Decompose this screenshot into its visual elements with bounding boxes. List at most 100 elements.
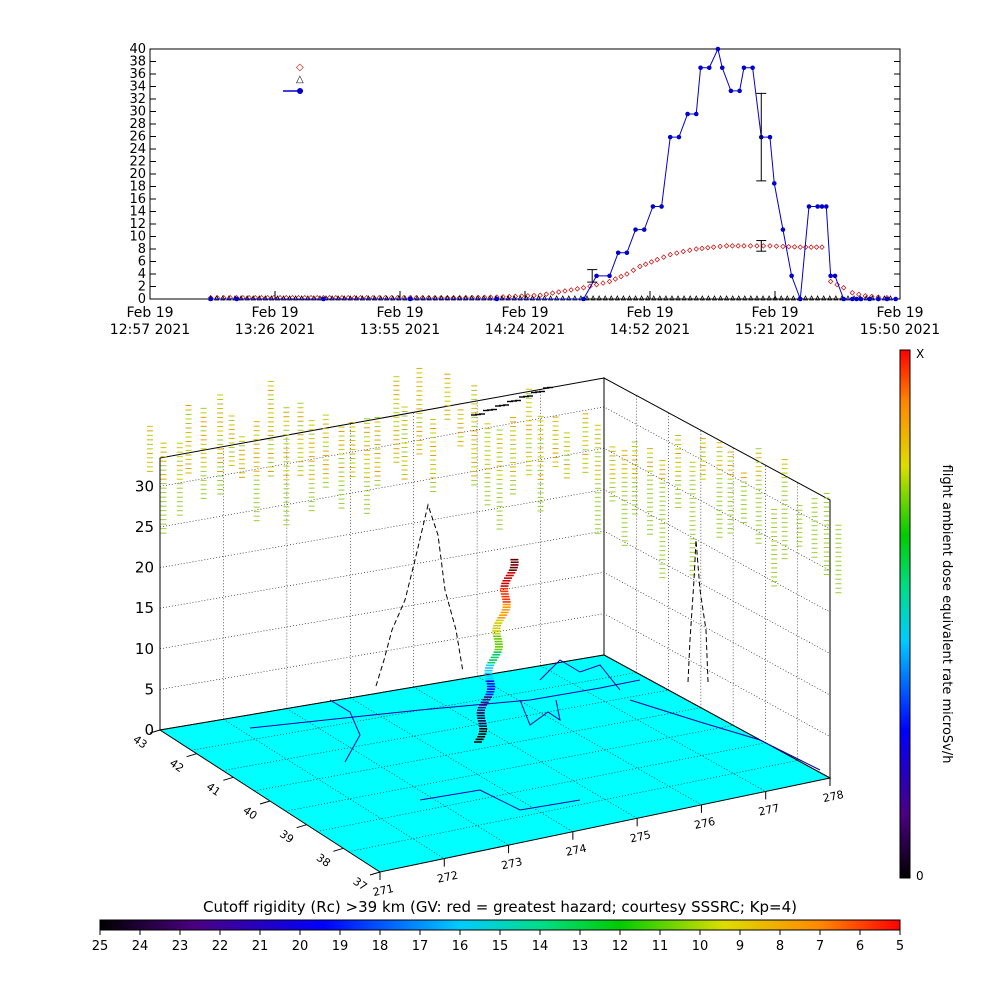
data-point	[876, 296, 881, 302]
longitude-tick-label: 274	[565, 842, 588, 859]
data-point	[767, 243, 773, 249]
legend: ◇ △	[283, 62, 304, 94]
data-point	[256, 295, 262, 301]
data-point	[280, 295, 287, 301]
altitude-tick-label: 10	[135, 640, 154, 658]
ground-gridline	[413, 686, 638, 819]
data-point	[814, 295, 821, 301]
dose-colorbar: X 0 flight ambient dose equivalent rate …	[899, 347, 954, 883]
data-point	[693, 111, 699, 117]
longitude-tick-label: 271	[372, 882, 395, 899]
data-point	[674, 250, 680, 256]
data-point	[698, 65, 703, 71]
data-point	[687, 247, 693, 253]
latitude-tick-mark	[223, 776, 234, 781]
altitude-ticks: 0 5 10 15 20 25 30	[135, 477, 154, 739]
data-point	[377, 295, 384, 301]
data-point	[321, 296, 326, 302]
data-point	[572, 295, 578, 301]
y-tick-label: 8	[138, 242, 146, 257]
data-point	[784, 295, 790, 301]
data-point	[845, 295, 851, 301]
data-point	[863, 295, 869, 301]
latitude-tick-label: 42	[167, 756, 186, 775]
data-point	[856, 291, 862, 298]
data-point	[828, 273, 833, 279]
data-point	[730, 295, 736, 301]
rigidity-tick-label: 8	[776, 939, 784, 954]
data-point	[833, 295, 839, 301]
data-point	[341, 295, 347, 301]
x-tick-label: 15:50 2021	[860, 322, 940, 338]
data-point	[676, 134, 682, 140]
data-point	[584, 295, 590, 301]
rigidity-tick-label: 18	[372, 939, 389, 954]
data-point	[884, 296, 890, 302]
data-point	[667, 251, 673, 258]
data-point	[462, 295, 469, 301]
data-point	[494, 296, 500, 302]
x-tick-label: 15:21 2021	[735, 322, 815, 338]
data-point	[693, 246, 699, 252]
y-tick-label: 20	[129, 167, 146, 182]
rigidity-colorbar-label: Cutoff rigidity (Rc) >39 km (GV: red = g…	[203, 898, 797, 916]
data-point	[277, 295, 283, 301]
latitude-tick-label: 40	[241, 804, 260, 823]
data-point	[581, 296, 586, 302]
altitude-tick-label: 15	[135, 599, 154, 617]
data-point	[365, 295, 372, 301]
data-point	[786, 244, 792, 250]
data-point	[840, 285, 847, 291]
dose-colorbar-label: flight ambient dose equivalent rate micr…	[939, 465, 954, 764]
data-point	[283, 295, 289, 301]
data-point	[806, 204, 812, 209]
data-point	[728, 88, 734, 94]
longitude-tick-label: 273	[500, 855, 523, 872]
data-point	[850, 296, 855, 302]
data-point	[780, 227, 786, 232]
data-point	[560, 295, 566, 301]
data-point	[705, 295, 712, 301]
data-point	[819, 204, 825, 209]
longitude-ticks: 271 272 273 274 275 276 277 278	[372, 778, 845, 899]
altitude-tick-label: 5	[144, 680, 154, 698]
x-tick-label: 13:55 2021	[360, 322, 440, 338]
data-point	[314, 295, 320, 301]
legend-marker-nairas-flight: △	[296, 74, 304, 85]
data-point	[562, 288, 568, 294]
data-point	[819, 244, 825, 250]
data-point	[827, 278, 834, 285]
rigidity-tick-label: 12	[612, 939, 629, 954]
rigidity-tick-label: 20	[292, 939, 309, 954]
data-point	[553, 295, 560, 301]
data-point	[308, 295, 314, 301]
rigidity-tick-label: 16	[452, 939, 469, 954]
data-point	[780, 243, 786, 250]
data-point	[747, 243, 754, 249]
y-tick-label: 30	[129, 105, 146, 120]
data-point	[499, 295, 505, 301]
y-tick-label: 28	[129, 117, 146, 132]
legend-marker-nairas-climo: ◇	[296, 62, 304, 73]
rigidity-tick-label: 17	[412, 939, 429, 954]
altitude-gridline	[159, 406, 831, 530]
rigidity-tick-label: 21	[252, 939, 269, 954]
data-point	[632, 295, 639, 301]
x-tick-label: Feb 19	[626, 305, 673, 321]
data-point	[580, 285, 587, 291]
rigidity-tick-label: 9	[736, 939, 744, 954]
data-point	[407, 296, 413, 302]
data-point	[766, 295, 772, 301]
y-tick-label: 40	[129, 42, 146, 57]
rigidity-tick-label: 25	[92, 939, 109, 954]
data-point	[841, 296, 846, 302]
y-tick-label: 6	[138, 255, 146, 270]
data-point	[602, 295, 608, 301]
ground-gridline	[348, 760, 798, 853]
data-point	[626, 295, 633, 301]
data-point	[650, 204, 656, 209]
data-point	[594, 273, 599, 279]
data-point	[790, 295, 797, 301]
data-point	[719, 65, 725, 71]
data-point	[723, 295, 730, 301]
